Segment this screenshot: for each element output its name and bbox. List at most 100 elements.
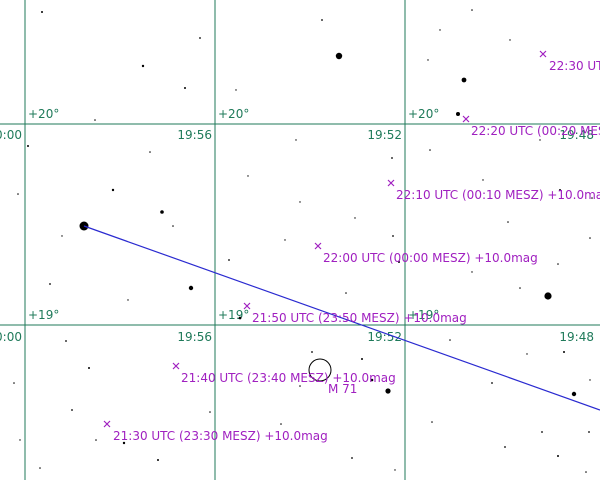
star: [122, 441, 126, 445]
star: [456, 112, 460, 116]
track-point: 22:30 UTC (00:30 MESZ) +10.0mag: [539, 50, 600, 73]
star: [588, 431, 590, 433]
track-point-label: 22:10 UTC (00:10 MESZ) +10.0mag: [396, 188, 600, 202]
dec-label: +20°: [218, 107, 249, 121]
cross-marker-icon: [103, 420, 111, 428]
star: [361, 358, 363, 360]
star: [235, 89, 237, 91]
star: [391, 157, 393, 159]
object-label-m71: M 71: [328, 382, 357, 396]
star: [491, 382, 493, 384]
star: [429, 149, 431, 151]
track-point: 22:00 UTC (00:00 MESZ) +10.0mag: [314, 242, 538, 265]
star: [299, 385, 301, 387]
star: [563, 351, 565, 353]
track-point: 21:50 UTC (23:50 MESZ) +10.0mag: [243, 302, 467, 325]
cross-marker-icon: [172, 362, 180, 370]
star: [61, 235, 63, 237]
star: [280, 423, 282, 425]
track-point-label: 21:50 UTC (23:50 MESZ) +10.0mag: [252, 311, 467, 325]
star: [571, 391, 577, 397]
star: [544, 292, 552, 300]
star: [507, 221, 509, 223]
track-point-label: 21:40 UTC (23:40 MESZ) +10.0mag: [181, 371, 396, 385]
dec-label: +20°: [408, 107, 439, 121]
ra-label: 19:56: [177, 330, 212, 344]
star: [589, 237, 591, 239]
star: [471, 271, 473, 273]
dec-label: +19°: [28, 308, 59, 322]
cross-marker-icon: [462, 115, 470, 123]
star: [526, 353, 528, 355]
track-point-label: 22:20 UTC (00:20 MESZ) +10.0mag: [471, 124, 600, 138]
star: [427, 59, 429, 61]
star: [184, 87, 186, 89]
star: [71, 409, 73, 411]
star: [94, 119, 96, 121]
star: [509, 39, 511, 41]
star: [39, 467, 41, 469]
cross-marker-icon: [314, 242, 322, 250]
ra-label: 19:48: [559, 330, 594, 344]
star: [431, 421, 433, 423]
ra-label: 19:48: [559, 128, 594, 142]
star: [482, 179, 484, 181]
track-line: [83, 225, 600, 411]
star: [49, 283, 51, 285]
star: [591, 197, 593, 199]
track-point: 21:40 UTC (23:40 MESZ) +10.0mag: [172, 362, 396, 385]
track-point: 22:20 UTC (00:20 MESZ) +10.0mag: [462, 115, 600, 138]
star: [335, 52, 343, 60]
star: [585, 471, 587, 473]
star: [354, 217, 356, 219]
dec-label: +19°: [218, 308, 249, 322]
dec-label: +19°: [408, 308, 439, 322]
star: [385, 388, 391, 394]
star: [88, 367, 90, 369]
star: [149, 151, 151, 153]
star: [439, 29, 441, 31]
ra-label: 20:00: [0, 128, 22, 142]
star: [209, 411, 211, 413]
star: [345, 292, 347, 294]
star: [559, 189, 561, 191]
ra-label: 20:00: [0, 330, 22, 344]
star: [394, 469, 396, 471]
cross-marker-icon: [243, 302, 251, 310]
star: [471, 9, 473, 11]
ra-label: 19:56: [177, 128, 212, 142]
star: [392, 235, 394, 237]
star: [557, 455, 559, 457]
star: [141, 64, 145, 68]
cross-marker-icon: [387, 179, 395, 187]
star: [449, 339, 451, 341]
star: [519, 287, 521, 289]
star: [557, 263, 559, 265]
track-point-label: 21:30 UTC (23:30 MESZ) +10.0mag: [113, 429, 328, 443]
star: [541, 431, 543, 433]
star: [160, 210, 164, 214]
deep-sky-objects: M 71: [308, 358, 357, 396]
ra-label: 19:52: [367, 330, 402, 344]
star: [247, 175, 249, 177]
track-point: 21:30 UTC (23:30 MESZ) +10.0mag: [103, 420, 328, 443]
star: [299, 201, 301, 203]
star: [370, 378, 374, 382]
star: [65, 340, 67, 342]
star: [13, 382, 15, 384]
star: [157, 459, 159, 461]
star: [199, 37, 201, 39]
star: [27, 145, 29, 147]
track-point-label: 22:30 UTC (00:30 MESZ) +10.0mag: [549, 59, 600, 73]
track-points: 22:30 UTC (00:30 MESZ) +10.0mag 22:20 UT…: [103, 50, 600, 443]
dec-label: +20°: [28, 107, 59, 121]
track-point-label: 22:00 UTC (00:00 MESZ) +10.0mag: [323, 251, 538, 265]
star: [321, 19, 323, 21]
star: [461, 77, 467, 83]
star: [398, 261, 400, 263]
star: [295, 139, 297, 141]
star: [172, 225, 174, 227]
cross-marker-icon: [539, 50, 547, 58]
